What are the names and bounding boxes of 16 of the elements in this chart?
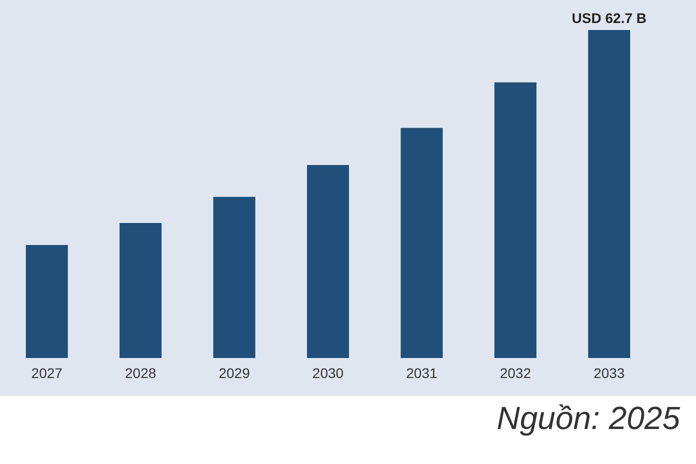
- x-tick-label: 2028: [124, 365, 156, 381]
- bar: [26, 245, 68, 358]
- bar: [120, 223, 162, 358]
- text: Nguồn: 2025: [496, 400, 680, 437]
- x-tick-label: 2030: [312, 365, 344, 381]
- bar: [307, 164, 349, 358]
- x-tick-label: 2033: [594, 365, 625, 381]
- bar: [494, 82, 536, 358]
- x-tick-label: 2027: [31, 365, 63, 381]
- x-tick-label: 2029: [218, 365, 250, 381]
- x-tick-label: 2031: [406, 365, 438, 381]
- bar: [400, 128, 443, 358]
- bar: [213, 196, 256, 358]
- x-tick-label: 2032: [500, 365, 532, 381]
- data-label: USD 62.7 B: [572, 10, 646, 26]
- bar: [588, 30, 630, 358]
